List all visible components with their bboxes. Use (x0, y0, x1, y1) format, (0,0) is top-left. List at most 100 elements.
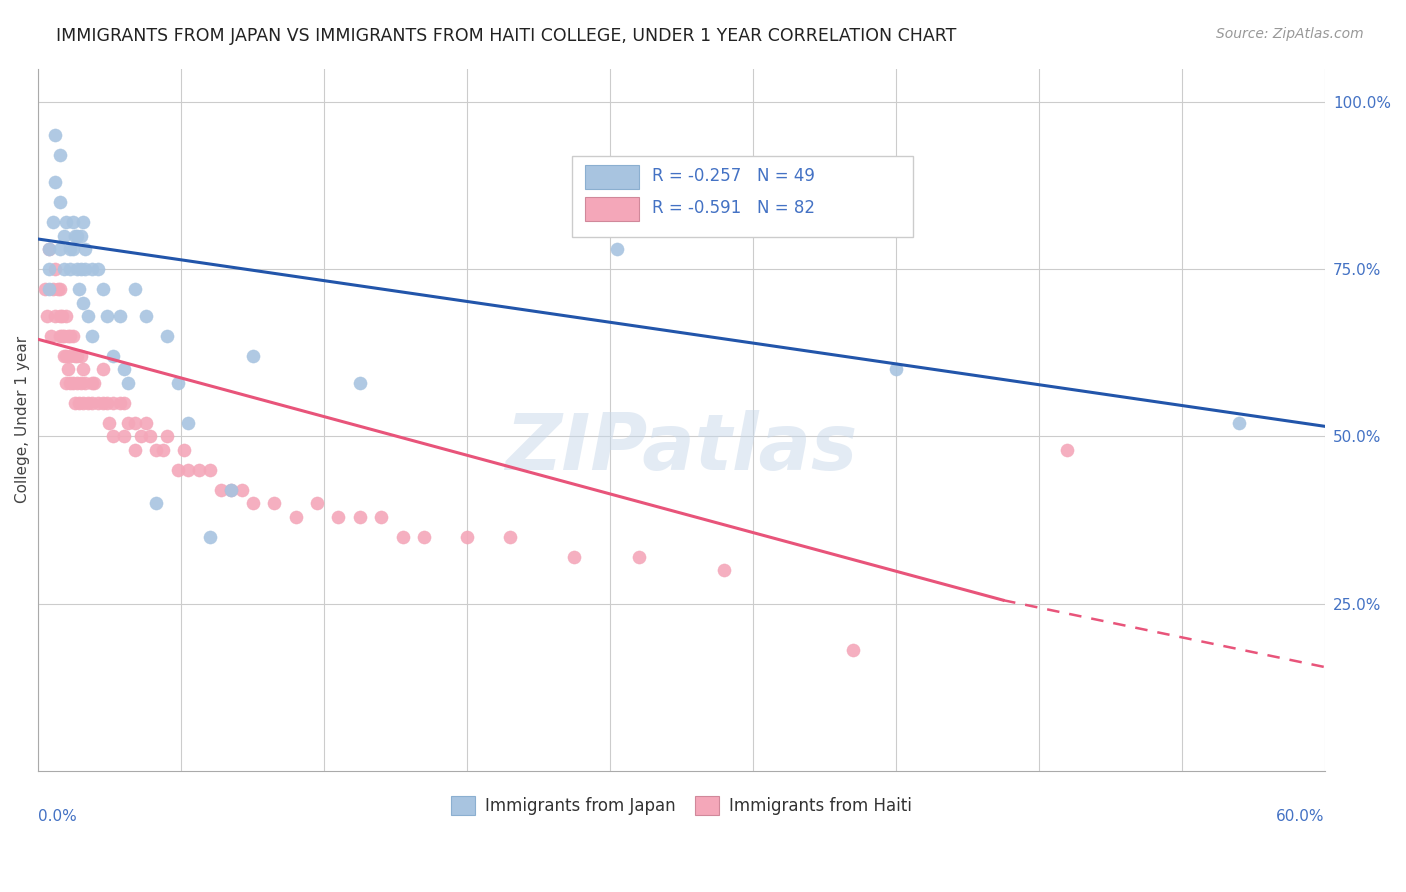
Point (70, 262, 93, 277)
Text: 0.0%: 0.0% (38, 809, 77, 824)
Point (66, 376, 89, 390)
Point (328, 509, 350, 524)
Point (117, 376, 139, 390)
Point (35, 309, 58, 323)
Point (80, 329, 103, 343)
Point (62, 242, 84, 256)
Point (44, 175, 66, 189)
Point (263, 496, 285, 510)
Point (135, 309, 157, 323)
Point (58, 329, 80, 343)
Legend: Immigrants from Japan, Immigrants from Haiti: Immigrants from Japan, Immigrants from H… (444, 789, 918, 822)
Point (62, 329, 84, 343)
Point (66, 228, 89, 243)
Point (87, 262, 110, 277)
Point (305, 496, 328, 510)
Text: R = -0.257   N = 49: R = -0.257 N = 49 (652, 167, 815, 185)
Point (66, 349, 89, 363)
Point (103, 396, 125, 410)
Point (349, 509, 371, 524)
Point (53, 262, 76, 277)
Point (63, 228, 86, 243)
Point (46, 282, 69, 296)
Point (884, 362, 907, 376)
Point (231, 483, 253, 497)
Text: Source: ZipAtlas.com: Source: ZipAtlas.com (1216, 27, 1364, 41)
Point (75, 262, 97, 277)
Point (83, 376, 105, 390)
Point (80, 396, 103, 410)
Point (456, 530, 478, 544)
Point (219, 483, 242, 497)
Point (38, 242, 60, 256)
Point (49, 282, 72, 296)
Point (166, 376, 188, 390)
Point (59, 242, 82, 256)
Point (606, 242, 628, 256)
Point (108, 396, 131, 410)
Point (166, 463, 188, 477)
Point (38, 262, 60, 277)
Point (91, 282, 114, 296)
Text: 60.0%: 60.0% (1277, 809, 1324, 824)
Point (70, 376, 93, 390)
Point (98, 416, 121, 430)
Point (188, 463, 211, 477)
Point (38, 242, 60, 256)
Point (713, 563, 735, 577)
Point (44, 128, 66, 143)
Point (152, 442, 174, 457)
Point (72, 396, 94, 410)
Point (51, 329, 73, 343)
Point (156, 429, 179, 443)
Point (34, 282, 56, 296)
FancyBboxPatch shape (585, 165, 640, 189)
Point (70, 228, 93, 243)
Point (72, 295, 94, 310)
Point (242, 496, 264, 510)
Point (49, 309, 72, 323)
Point (59, 349, 82, 363)
Point (59, 329, 82, 343)
Point (135, 416, 157, 430)
Point (499, 530, 522, 544)
Point (1227, 416, 1250, 430)
Point (44, 262, 66, 277)
Point (49, 242, 72, 256)
Point (284, 509, 307, 524)
Point (96, 309, 118, 323)
Point (75, 376, 97, 390)
Point (413, 530, 436, 544)
Point (96, 396, 118, 410)
Point (51, 309, 73, 323)
Point (55, 215, 77, 229)
Point (103, 349, 125, 363)
Point (59, 376, 82, 390)
Point (370, 509, 392, 524)
Point (80, 262, 103, 277)
Y-axis label: College, Under 1 year: College, Under 1 year (15, 336, 30, 503)
Point (117, 416, 139, 430)
Point (49, 195, 72, 210)
Point (145, 496, 167, 510)
Point (124, 442, 146, 457)
Point (72, 362, 94, 376)
Point (112, 429, 135, 443)
Point (44, 309, 66, 323)
Point (349, 376, 371, 390)
Point (124, 282, 146, 296)
Point (139, 429, 162, 443)
Point (209, 483, 232, 497)
Point (145, 442, 167, 457)
Point (173, 442, 195, 457)
Point (112, 396, 135, 410)
Point (124, 416, 146, 430)
Point (58, 362, 80, 376)
Text: ZIPatlas: ZIPatlas (505, 409, 858, 486)
FancyBboxPatch shape (572, 156, 912, 237)
Point (219, 483, 242, 497)
Point (198, 530, 221, 544)
Point (62, 215, 84, 229)
Point (80, 376, 103, 390)
Point (63, 396, 86, 410)
